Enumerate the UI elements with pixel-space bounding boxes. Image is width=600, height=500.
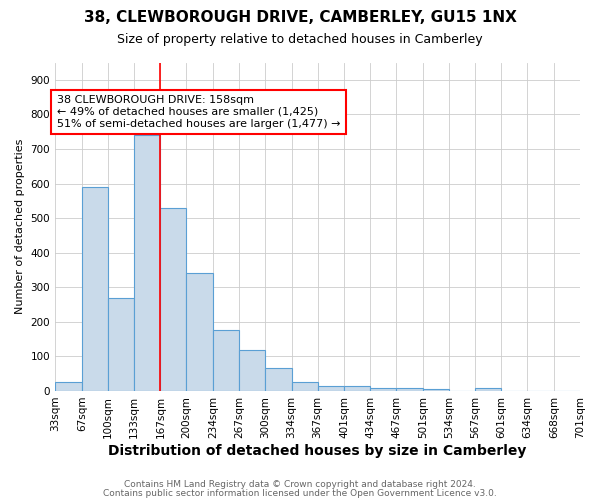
Text: Contains public sector information licensed under the Open Government Licence v3: Contains public sector information licen… — [103, 489, 497, 498]
Bar — [265, 368, 292, 391]
Bar — [82, 187, 107, 391]
Text: Size of property relative to detached houses in Camberley: Size of property relative to detached ho… — [117, 32, 483, 46]
Y-axis label: Number of detached properties: Number of detached properties — [15, 139, 25, 314]
Bar — [344, 386, 370, 391]
Bar — [55, 382, 82, 391]
Bar — [292, 382, 317, 391]
Bar — [317, 386, 344, 391]
Bar — [239, 350, 265, 391]
X-axis label: Distribution of detached houses by size in Camberley: Distribution of detached houses by size … — [109, 444, 527, 458]
Bar — [370, 388, 396, 391]
Bar — [213, 330, 239, 391]
Bar — [160, 208, 186, 391]
Text: 38, CLEWBOROUGH DRIVE, CAMBERLEY, GU15 1NX: 38, CLEWBOROUGH DRIVE, CAMBERLEY, GU15 1… — [83, 10, 517, 25]
Text: 38 CLEWBOROUGH DRIVE: 158sqm
← 49% of detached houses are smaller (1,425)
51% of: 38 CLEWBOROUGH DRIVE: 158sqm ← 49% of de… — [56, 96, 340, 128]
Bar — [107, 298, 134, 391]
Bar — [186, 274, 213, 391]
Bar — [134, 135, 160, 391]
Text: Contains HM Land Registry data © Crown copyright and database right 2024.: Contains HM Land Registry data © Crown c… — [124, 480, 476, 489]
Bar — [423, 388, 449, 391]
Bar — [475, 388, 502, 391]
Bar — [396, 388, 423, 391]
